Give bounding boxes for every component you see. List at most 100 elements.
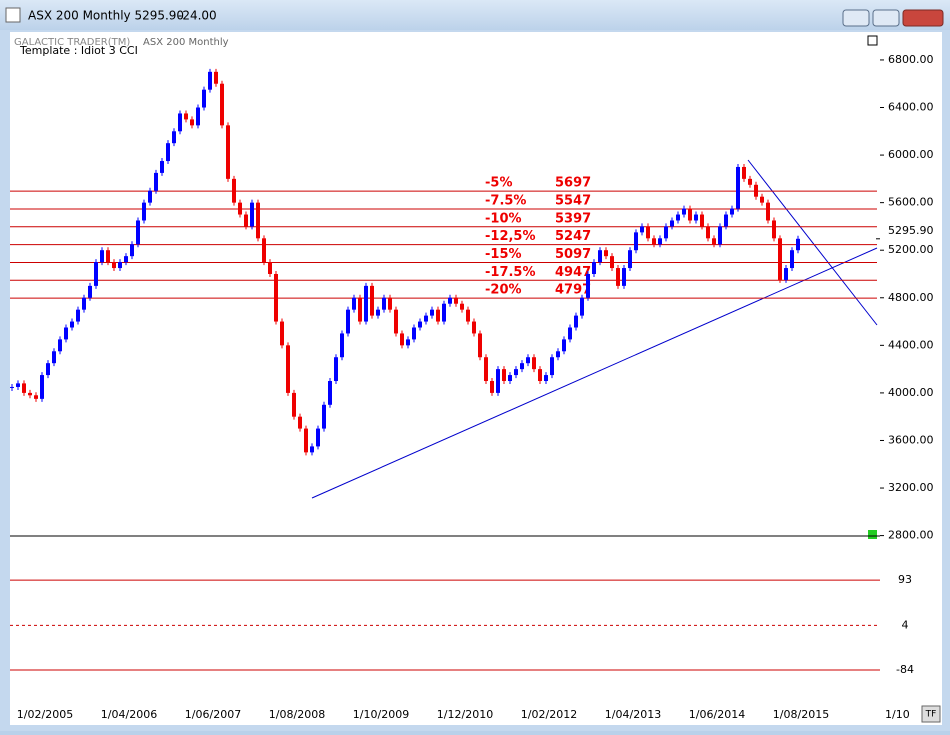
candle-body — [394, 309, 398, 334]
retracement-percent: -5% — [485, 176, 512, 191]
candle-body — [478, 333, 482, 358]
retracement-value: 5397 — [555, 211, 591, 226]
candle-body — [190, 119, 194, 126]
candle-body — [250, 202, 254, 227]
candle-body — [148, 190, 152, 203]
y-tick-label: 4000.00 — [888, 386, 934, 399]
retracement-value: 5547 — [555, 193, 591, 208]
candle-body — [46, 363, 50, 376]
candle-body — [178, 113, 182, 132]
candle-body — [226, 125, 230, 179]
candle-body — [676, 214, 680, 221]
candle-body — [640, 226, 644, 233]
candle-body — [670, 220, 674, 227]
candle-body — [562, 339, 566, 352]
candle-body — [490, 381, 494, 393]
pane-divider-handle[interactable] — [868, 530, 877, 539]
x-tick-label: 1/02/2012 — [521, 708, 577, 721]
candle-body — [202, 89, 206, 108]
candle-body — [214, 71, 218, 84]
candle-body — [160, 161, 164, 173]
price-axis — [880, 32, 942, 705]
candle-body — [388, 297, 392, 310]
candle-body — [322, 404, 326, 429]
product-label: GALACTIC TRADER(TM) — [14, 37, 130, 48]
candle-body — [484, 357, 488, 382]
candle-body — [754, 184, 758, 197]
candle-body — [646, 226, 650, 239]
candle-body — [112, 262, 116, 269]
candle-body — [172, 131, 176, 144]
y-tick-label: 2800.00 — [888, 529, 934, 542]
candle-body — [412, 327, 416, 340]
candle-body — [616, 268, 620, 286]
candle-body — [22, 383, 26, 393]
candle-body — [718, 226, 722, 245]
candle-body — [580, 297, 584, 316]
candle-body — [88, 285, 92, 298]
candle-body — [784, 268, 788, 280]
candle-body — [232, 178, 236, 203]
candle-body — [724, 214, 728, 227]
candle-body — [472, 321, 476, 334]
tf-button[interactable] — [921, 705, 941, 723]
pane-toggle[interactable] — [867, 35, 878, 46]
candle-body — [316, 428, 320, 447]
trend-line — [747, 159, 878, 326]
candle-body — [448, 297, 452, 304]
candle-body — [70, 321, 74, 328]
minimize-button[interactable] — [842, 9, 870, 27]
candle-body — [790, 250, 794, 269]
trend-line — [311, 247, 878, 499]
indicator-tick-label: -84 — [896, 663, 914, 676]
candle-body — [346, 309, 350, 334]
candle-body — [328, 381, 332, 405]
candle-body — [568, 327, 572, 340]
retracement-percent: -20% — [485, 283, 522, 298]
title-bar — [0, 0, 950, 30]
candle-body — [502, 369, 506, 382]
restore-button[interactable] — [872, 9, 900, 27]
x-tick-label: 1/04/2013 — [605, 708, 661, 721]
candle-body — [454, 297, 458, 304]
tf-button-label[interactable]: TF — [925, 710, 937, 720]
candle-body — [712, 238, 716, 245]
candle-body — [610, 256, 614, 269]
candle-body — [106, 250, 110, 263]
candle-body — [130, 244, 134, 257]
retracement-value: 4947 — [555, 265, 591, 280]
candle-body — [598, 250, 602, 263]
candle-body — [286, 345, 290, 393]
candle-body — [292, 392, 296, 417]
candle-body — [262, 238, 266, 263]
candle-body — [772, 220, 776, 239]
x-tick-label: 1/06/2014 — [689, 708, 745, 721]
candle-body — [52, 351, 56, 364]
candle-body — [496, 369, 500, 393]
retracement-percent: -17.5% — [485, 265, 536, 280]
candle-body — [382, 297, 386, 310]
x-tick-label: 1/04/2006 — [101, 708, 157, 721]
candle-body — [280, 321, 284, 346]
candle-body — [220, 83, 224, 126]
y-tick-label: 6400.00 — [888, 101, 934, 114]
retracement-percent: -12,5% — [485, 229, 536, 244]
y-tick-label: 5600.00 — [888, 196, 934, 209]
candle-body — [64, 327, 68, 340]
candle-body — [766, 202, 770, 221]
candle-body — [760, 196, 764, 203]
app-icon — [5, 7, 21, 23]
candle-body — [694, 214, 698, 221]
candle-body — [514, 369, 518, 376]
retracement-percent: -7.5% — [485, 193, 526, 208]
candle-body — [532, 357, 536, 370]
candle-body — [16, 383, 20, 387]
retracement-value: 5097 — [555, 247, 591, 262]
template-label: Template : Idiot 3 CCI — [19, 44, 138, 57]
candle-body — [796, 238, 800, 251]
close-button[interactable] — [902, 9, 944, 27]
candle-body — [550, 357, 554, 376]
candle-body — [706, 226, 710, 239]
candle-body — [526, 357, 530, 364]
candle-body — [508, 375, 512, 382]
